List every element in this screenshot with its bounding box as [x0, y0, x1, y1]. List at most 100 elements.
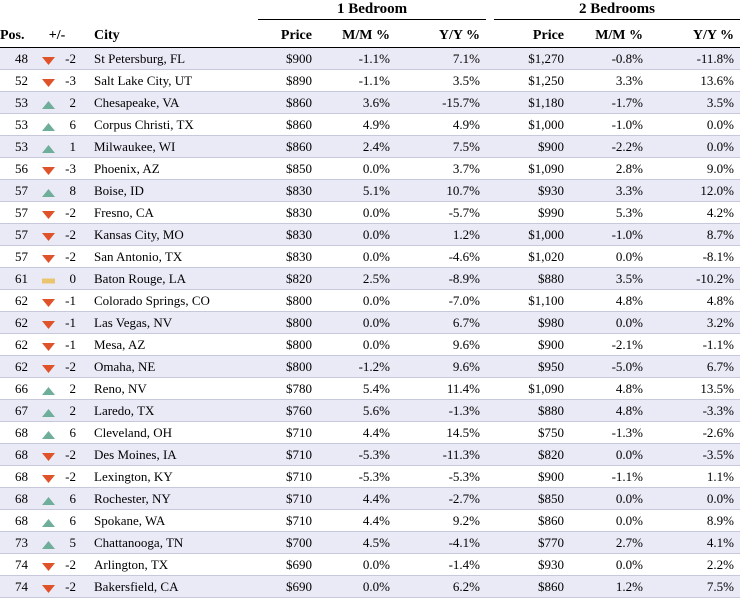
- up-arrow-icon: [42, 142, 55, 153]
- table-row: 74 -2 Bakersfield, CA $690 0.0% 6.2% $860 1.2% 7…: [0, 575, 740, 598]
- table-body: 48 -2 St Petersburg, FL $900 -1.1% 7.1% $1,270…: [0, 47, 740, 598]
- price-1br-cell: $760: [286, 402, 312, 418]
- change-value: 2: [69, 403, 77, 418]
- header-pos: Pos.: [0, 19, 34, 48]
- city-cell: Kansas City, MO: [94, 226, 184, 242]
- price-1br-cell: $690: [286, 578, 312, 594]
- price-2br-cell: $1,000: [528, 116, 565, 132]
- yy-2br-cell: 13.6%: [700, 72, 735, 88]
- price-2br-cell: $770: [538, 534, 565, 550]
- change-value: -2: [65, 557, 76, 572]
- change-cell: 5: [34, 532, 80, 554]
- yy-2br-cell: 0.0%: [706, 138, 735, 154]
- down-arrow-icon: [42, 164, 55, 175]
- mm-2br-cell: 0.0%: [615, 490, 644, 506]
- up-arrow-icon: [42, 186, 55, 197]
- mm-1br-cell: 0.0%: [362, 578, 390, 594]
- change-value: 0: [69, 271, 77, 286]
- mm-2br-cell: -1.7%: [611, 94, 644, 110]
- price-2br-cell: $1,250: [528, 72, 565, 88]
- change-value: 1: [69, 139, 77, 154]
- header-price-1br: Price: [258, 19, 320, 48]
- change-value: 2: [69, 381, 77, 396]
- price-2br-cell: $900: [538, 138, 565, 154]
- yy-2br-cell: 8.7%: [706, 226, 735, 242]
- mm-1br-cell: 4.4%: [362, 424, 390, 440]
- price-1br-cell: $800: [286, 314, 312, 330]
- mm-1br-cell: 4.4%: [362, 512, 390, 528]
- group-header-row: 1 Bedroom 2 Bedrooms: [0, 0, 740, 20]
- table-row: 66 2 Reno, NV $780 5.4% 11.4% $1,090 4.8% 13.5%: [0, 377, 740, 400]
- price-2br-cell: $980: [538, 314, 565, 330]
- position-cell: 62: [15, 336, 28, 352]
- mm-1br-cell: 0.0%: [362, 336, 390, 352]
- price-2br-cell: $900: [538, 336, 565, 352]
- yy-1br-cell: -5.3%: [448, 468, 481, 484]
- table-row: 57 -2 Fresno, CA $830 0.0% -5.7% $990 5.3% 4.2%: [0, 201, 740, 224]
- mm-2br-cell: 0.0%: [615, 556, 644, 572]
- yy-1br-cell: -4.1%: [448, 534, 481, 550]
- mm-1br-cell: -1.1%: [358, 72, 390, 88]
- mm-2br-cell: 4.8%: [615, 292, 644, 308]
- position-cell: 66: [15, 380, 28, 396]
- mm-2br-cell: -5.0%: [611, 358, 644, 374]
- price-1br-cell: $700: [286, 534, 312, 550]
- price-2br-cell: $1,270: [528, 50, 565, 66]
- header-mm-2br: M/M %: [572, 19, 658, 48]
- price-2br-cell: $820: [538, 446, 565, 462]
- price-2br-cell: $1,000: [528, 226, 565, 242]
- yy-2br-cell: 4.1%: [706, 534, 735, 550]
- yy-1br-cell: 3.7%: [452, 160, 481, 176]
- yy-2br-cell: -3.5%: [702, 446, 735, 462]
- mm-2br-cell: -0.8%: [611, 50, 644, 66]
- yy-2br-cell: 2.2%: [706, 556, 735, 572]
- position-cell: 68: [15, 468, 28, 484]
- price-1br-cell: $710: [286, 512, 312, 528]
- yy-2br-cell: -1.1%: [702, 336, 735, 352]
- change-value: -1: [65, 337, 76, 352]
- mm-2br-cell: -1.0%: [611, 116, 644, 132]
- price-2br-cell: $990: [538, 204, 565, 220]
- yy-2br-cell: 0.0%: [706, 490, 735, 506]
- mm-2br-cell: 4.8%: [615, 380, 644, 396]
- group-1-bedroom: 1 Bedroom: [258, 0, 487, 20]
- change-cell: 2: [34, 92, 80, 114]
- price-1br-cell: $890: [286, 72, 312, 88]
- price-1br-cell: $830: [286, 226, 312, 242]
- yy-2br-cell: -3.3%: [702, 402, 735, 418]
- change-value: -2: [65, 447, 76, 462]
- yy-2br-cell: 3.5%: [706, 94, 735, 110]
- price-2br-cell: $750: [538, 424, 565, 440]
- city-cell: Chesapeake, VA: [94, 94, 180, 110]
- mm-1br-cell: 0.0%: [362, 160, 390, 176]
- down-arrow-icon: [42, 362, 55, 373]
- mm-1br-cell: -5.3%: [358, 468, 390, 484]
- change-value: -2: [65, 469, 76, 484]
- mm-1br-cell: 0.0%: [362, 314, 390, 330]
- position-cell: 74: [15, 578, 28, 594]
- change-value: 6: [69, 491, 77, 506]
- yy-1br-cell: 6.7%: [452, 314, 481, 330]
- change-cell: 6: [34, 422, 80, 444]
- table-row: 68 6 Spokane, WA $710 4.4% 9.2% $860 0.0% 8.9%: [0, 509, 740, 532]
- price-1br-cell: $860: [286, 94, 312, 110]
- price-1br-cell: $830: [286, 248, 312, 264]
- yy-1br-cell: -1.3%: [448, 402, 481, 418]
- change-cell: -2: [34, 554, 80, 576]
- change-value: -2: [65, 579, 76, 594]
- position-cell: 53: [15, 94, 28, 110]
- table-row: 62 -2 Omaha, NE $800 -1.2% 9.6% $950 -5.0% 6.7%: [0, 355, 740, 378]
- yy-1br-cell: 1.2%: [452, 226, 481, 242]
- price-2br-cell: $880: [538, 402, 565, 418]
- mm-1br-cell: -5.3%: [358, 446, 390, 462]
- price-2br-cell: $950: [538, 358, 565, 374]
- change-value: -2: [65, 359, 76, 374]
- column-header-row: Pos. +/- City Price M/M % Y/Y % Price M/…: [0, 19, 740, 48]
- city-cell: Phoenix, AZ: [94, 160, 160, 176]
- position-cell: 62: [15, 314, 28, 330]
- mm-1br-cell: 0.0%: [362, 292, 390, 308]
- yy-1br-cell: 9.6%: [452, 336, 481, 352]
- price-2br-cell: $1,090: [528, 380, 565, 396]
- mm-1br-cell: 2.5%: [362, 270, 390, 286]
- table-row: 53 2 Chesapeake, VA $860 3.6% -15.7% $1,180 -1.…: [0, 91, 740, 114]
